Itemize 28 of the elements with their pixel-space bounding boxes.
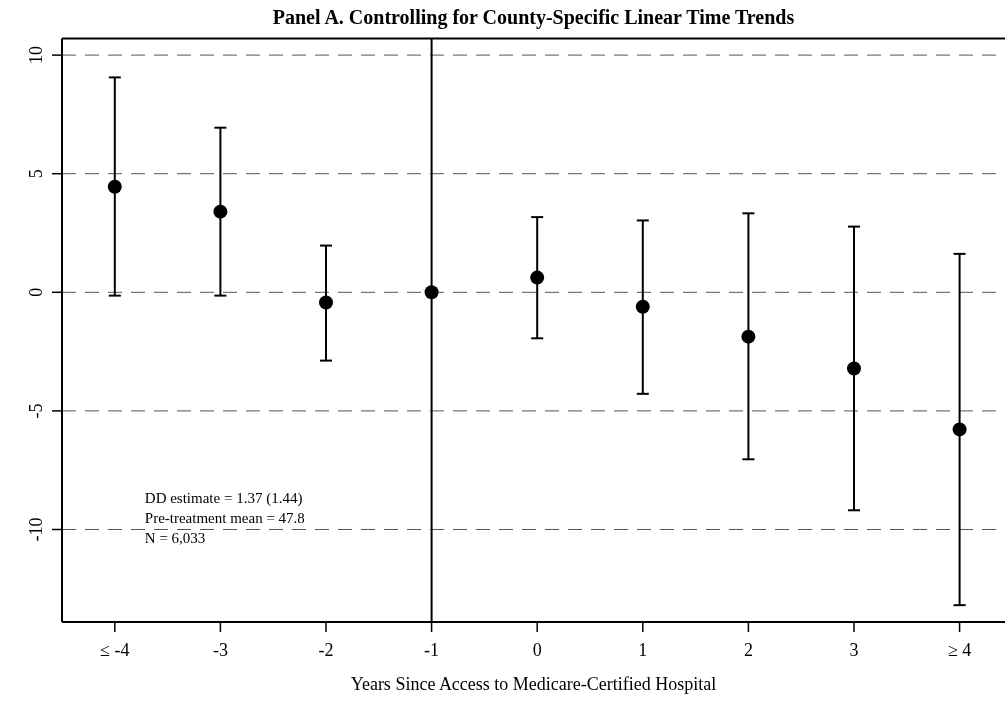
y-tick-label: 10 [26,46,46,65]
x-tick-label: -1 [424,640,440,660]
x-tick-label: 2 [743,640,753,660]
annotation: N = 6,033 [144,530,206,547]
y-tick-label: -5 [26,403,46,419]
point [952,422,967,437]
point [635,299,650,314]
y-tick-label: 5 [26,169,46,179]
point [846,361,861,376]
point [530,270,545,285]
x-tick-label: ≥ 4 [947,640,972,660]
y-tick-label: -10 [26,517,46,542]
annotation: Pre-treatment mean = 47.8 [144,510,305,527]
x-tick-label: 0 [532,640,542,660]
point [319,295,333,310]
y-tick-label: 0 [26,287,46,297]
x-axis-title: Years Since Access to Medicare-Certified Hospital [350,674,717,694]
point [107,179,122,194]
x-tick-label: 3 [849,640,859,660]
point [213,204,228,219]
point [741,329,756,344]
chart-title: Panel A. Controlling for County-Specific Linear Time Trends [272,6,795,29]
x-tick-label: 1 [638,640,648,660]
point [424,285,439,300]
x-tick-label: -3 [212,640,228,660]
x-tick-label: -2 [318,640,334,660]
x-tick-label: ≤ -4 [100,640,130,660]
annotation: DD estimate = 1.37 (1.44) [144,490,303,508]
